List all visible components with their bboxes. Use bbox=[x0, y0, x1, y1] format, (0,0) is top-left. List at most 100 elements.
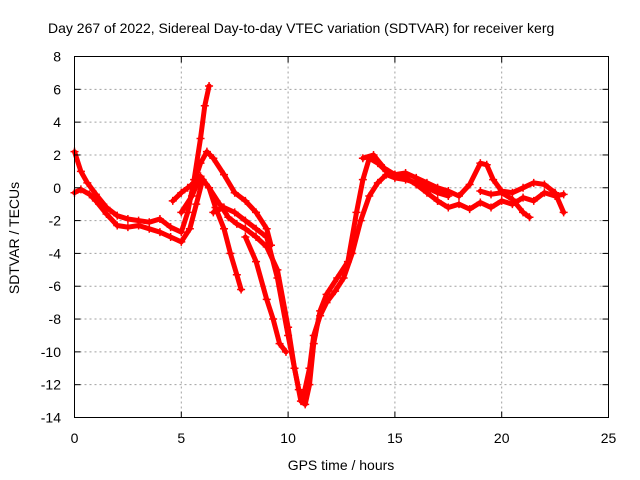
data-point-marker bbox=[559, 208, 568, 217]
data-point-marker bbox=[224, 213, 233, 222]
data-point-marker bbox=[294, 385, 303, 394]
series-line bbox=[72, 83, 212, 235]
data-point-marker bbox=[519, 208, 528, 217]
data-point-marker bbox=[241, 216, 250, 225]
y-tick-label: 2 bbox=[53, 147, 61, 163]
data-point-marker bbox=[269, 315, 278, 324]
data-point-marker bbox=[309, 331, 318, 340]
data-point-marker bbox=[241, 233, 250, 241]
series-track-5 bbox=[209, 170, 453, 402]
data-point-marker bbox=[134, 221, 143, 230]
data-point-marker bbox=[482, 160, 491, 169]
data-point-marker bbox=[185, 224, 194, 233]
data-point-marker bbox=[454, 191, 463, 200]
x-tick-label: 15 bbox=[387, 430, 403, 446]
series-track-3 bbox=[168, 147, 276, 250]
data-point-marker bbox=[401, 169, 410, 178]
data-point-marker bbox=[559, 190, 568, 199]
data-point-marker bbox=[358, 175, 367, 184]
data-point-marker bbox=[380, 164, 389, 173]
data-point-marker bbox=[519, 183, 528, 192]
data-point-marker bbox=[123, 223, 132, 232]
data-point-marker bbox=[497, 196, 506, 205]
data-point-marker bbox=[220, 203, 229, 212]
series-track-8 bbox=[433, 188, 568, 214]
data-point-marker bbox=[476, 198, 485, 207]
y-tick-label: -10 bbox=[41, 344, 61, 360]
data-point-marker bbox=[205, 82, 214, 91]
plot-frame bbox=[74, 56, 609, 418]
data-point-marker bbox=[187, 191, 196, 200]
data-point-marker bbox=[196, 172, 205, 181]
series-layer bbox=[70, 82, 568, 409]
data-point-marker bbox=[305, 364, 314, 373]
y-tick-label: -14 bbox=[41, 410, 61, 426]
data-point-marker bbox=[232, 219, 241, 228]
y-tick-label: 4 bbox=[53, 114, 61, 130]
data-point-marker bbox=[487, 203, 496, 212]
data-point-marker bbox=[422, 178, 431, 187]
x-tick-label: 5 bbox=[177, 430, 185, 446]
data-point-marker bbox=[525, 213, 534, 222]
grid bbox=[74, 56, 609, 418]
data-point-marker bbox=[433, 183, 442, 192]
x-axis-ticks: 0 5 10 15 20 25 bbox=[71, 56, 616, 446]
data-point-marker bbox=[177, 208, 186, 217]
y-axis-label: SDTVAR / TECUs bbox=[6, 182, 22, 294]
data-point-marker bbox=[76, 185, 85, 194]
data-point-marker bbox=[352, 208, 361, 217]
data-point-marker bbox=[529, 178, 538, 187]
data-point-marker bbox=[487, 190, 496, 199]
data-point-marker bbox=[237, 285, 246, 294]
data-point-marker bbox=[412, 173, 421, 182]
data-point-marker bbox=[540, 188, 549, 197]
data-point-marker bbox=[497, 188, 506, 197]
data-point-marker bbox=[540, 180, 549, 189]
data-point-marker bbox=[113, 221, 122, 230]
data-point-marker bbox=[358, 154, 367, 163]
data-point-marker bbox=[177, 228, 186, 237]
data-point-marker bbox=[145, 224, 154, 233]
data-point-marker bbox=[202, 147, 211, 156]
data-point-marker bbox=[155, 214, 164, 223]
data-point-marker bbox=[226, 249, 235, 258]
data-point-marker bbox=[390, 170, 399, 179]
data-point-marker bbox=[177, 188, 186, 197]
data-point-marker bbox=[356, 216, 365, 225]
x-tick-label: 20 bbox=[494, 430, 510, 446]
data-point-marker bbox=[252, 257, 261, 266]
x-axis-label: GPS time / hours bbox=[288, 457, 395, 473]
data-point-marker bbox=[177, 237, 186, 246]
data-point-marker bbox=[331, 287, 340, 296]
data-point-marker bbox=[166, 233, 175, 241]
data-point-marker bbox=[365, 191, 374, 200]
data-point-marker bbox=[529, 196, 538, 205]
data-point-marker bbox=[209, 154, 218, 163]
x-tick-label: 10 bbox=[280, 430, 296, 446]
data-point-marker bbox=[299, 393, 308, 402]
y-tick-label: -12 bbox=[41, 377, 61, 393]
data-point-marker bbox=[476, 159, 485, 168]
data-point-marker bbox=[85, 190, 94, 199]
y-tick-label: 0 bbox=[53, 180, 61, 196]
y-tick-label: 6 bbox=[53, 81, 61, 97]
series-track-6 bbox=[241, 233, 290, 356]
series-track-9 bbox=[476, 187, 534, 222]
data-point-marker bbox=[465, 180, 474, 189]
y-tick-label: 8 bbox=[53, 49, 61, 65]
data-point-marker bbox=[454, 200, 463, 209]
data-point-marker bbox=[241, 196, 250, 205]
data-point-marker bbox=[373, 178, 382, 187]
data-point-marker bbox=[322, 290, 331, 299]
data-point-marker bbox=[166, 223, 175, 232]
y-axis-ticks: -14 -12 -10 -8 -6 -4 -2 0 2 4 6 8 bbox=[41, 49, 609, 426]
data-point-marker bbox=[230, 188, 239, 197]
data-point-marker bbox=[465, 205, 474, 214]
data-point-marker bbox=[369, 150, 378, 159]
y-tick-label: -2 bbox=[49, 213, 62, 229]
data-point-marker bbox=[551, 191, 560, 200]
data-point-marker bbox=[262, 224, 271, 233]
data-point-marker bbox=[205, 183, 214, 192]
data-point-marker bbox=[348, 249, 357, 258]
data-point-marker bbox=[444, 187, 453, 196]
